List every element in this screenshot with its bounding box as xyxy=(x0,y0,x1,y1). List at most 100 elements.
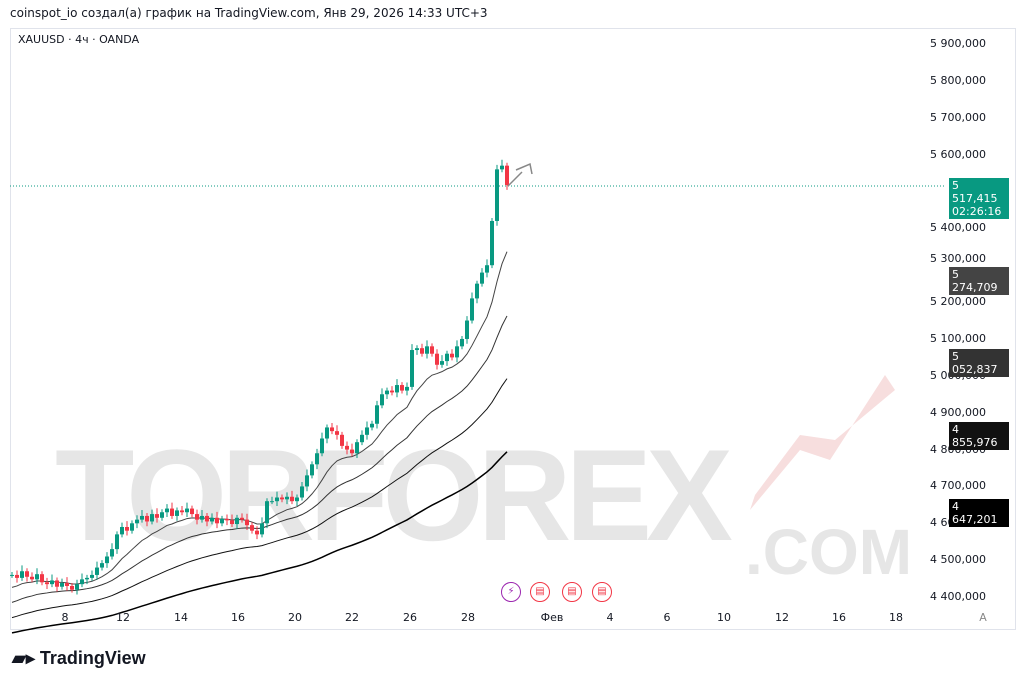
price-label: 5 200,000 xyxy=(930,295,986,309)
price-label: 5 900,000 xyxy=(930,37,986,50)
price-label: 4 400,000 xyxy=(930,590,986,604)
candle xyxy=(155,514,159,518)
time-label: 26 xyxy=(403,611,417,624)
candle xyxy=(395,385,399,393)
candle xyxy=(455,346,459,358)
us-flag-event-icon[interactable]: ▤ xyxy=(562,582,582,602)
candle xyxy=(90,574,94,578)
candle xyxy=(500,165,504,170)
candle xyxy=(30,576,34,580)
candle xyxy=(320,438,324,454)
candle xyxy=(385,390,389,395)
candle xyxy=(140,515,144,520)
candle xyxy=(135,519,139,524)
price-label: 4 500,000 xyxy=(930,553,986,567)
candle xyxy=(315,453,319,465)
candle xyxy=(180,510,184,513)
candle xyxy=(25,571,29,577)
candle xyxy=(80,579,84,585)
candle xyxy=(255,530,259,535)
candle xyxy=(215,517,219,524)
candle xyxy=(245,519,249,526)
candle xyxy=(285,496,289,500)
candle xyxy=(305,475,309,487)
candle xyxy=(160,512,164,518)
candle xyxy=(300,486,304,498)
candle xyxy=(335,431,339,435)
time-label: 20 xyxy=(288,611,302,624)
candle xyxy=(325,427,329,439)
moving-average-line xyxy=(11,378,508,619)
candle xyxy=(100,563,104,568)
candle xyxy=(490,220,494,266)
candle xyxy=(20,571,24,578)
time-label: 18 xyxy=(889,611,903,624)
auto-scale-button[interactable]: A xyxy=(979,611,987,624)
candle xyxy=(185,508,189,513)
symbol-title: XAUUSD · 4ч · OANDA xyxy=(18,33,140,46)
candle xyxy=(460,338,464,347)
candle xyxy=(220,518,224,524)
candle xyxy=(275,497,279,502)
candle xyxy=(115,534,119,550)
candle xyxy=(105,556,109,564)
price-label: 5 600,000 xyxy=(930,147,986,161)
candle xyxy=(270,501,274,503)
candle xyxy=(130,523,134,531)
candle xyxy=(35,574,39,580)
candle xyxy=(190,508,194,515)
candle xyxy=(200,515,204,520)
candle xyxy=(175,510,179,516)
candle xyxy=(345,445,349,450)
candle xyxy=(440,361,444,365)
candle xyxy=(480,272,484,284)
candle xyxy=(260,523,264,535)
tradingview-logo[interactable]: ▰▸ TradingView xyxy=(12,648,146,668)
candle xyxy=(445,353,449,362)
time-label: 4 xyxy=(606,611,614,624)
time-label: 10 xyxy=(717,611,731,624)
price-label: 4 700,000 xyxy=(930,479,986,493)
candle xyxy=(120,526,124,535)
us-flag-event-icon[interactable]: ▤ xyxy=(592,582,612,602)
tv-logo-icon: ▰▸ xyxy=(12,648,40,668)
watermark-com: .COM xyxy=(745,516,913,588)
candle xyxy=(400,385,404,391)
time-label: 8 xyxy=(61,611,69,624)
candle xyxy=(470,298,474,321)
candle xyxy=(350,449,354,454)
time-label: 12 xyxy=(775,611,789,624)
candle xyxy=(250,525,254,531)
candle xyxy=(495,169,499,221)
candle xyxy=(45,582,49,585)
chart-frame xyxy=(10,28,1016,630)
price-label: 5 700,000 xyxy=(930,110,986,124)
price-label: 5 300,000 xyxy=(930,252,986,265)
time-label: 28 xyxy=(461,611,475,624)
watermark-arrow xyxy=(750,375,895,510)
candle xyxy=(110,549,114,557)
ma-tag-3: 4 855,976 xyxy=(949,422,1009,450)
candle xyxy=(370,423,374,428)
candle xyxy=(95,567,99,575)
candle xyxy=(415,348,419,351)
forecast-arrow xyxy=(507,162,533,187)
us-flag-event-icon[interactable]: ▤ xyxy=(530,582,550,602)
candle xyxy=(195,514,199,520)
candle xyxy=(435,353,439,365)
candle xyxy=(15,574,19,578)
price-label: 5 400,000 xyxy=(930,221,986,235)
last-price-tag: 5 517,415 02:26:16 xyxy=(949,178,1009,219)
moving-average-line xyxy=(11,451,508,634)
candle xyxy=(365,427,369,435)
candle xyxy=(430,346,434,354)
candle xyxy=(40,574,44,583)
moving-average-line xyxy=(11,251,508,588)
candle xyxy=(205,515,209,522)
candle xyxy=(290,496,294,502)
candle xyxy=(340,434,344,446)
candle xyxy=(410,350,414,387)
time-label: 14 xyxy=(174,611,188,624)
lightning-event-icon[interactable]: ⚡ xyxy=(501,582,521,602)
